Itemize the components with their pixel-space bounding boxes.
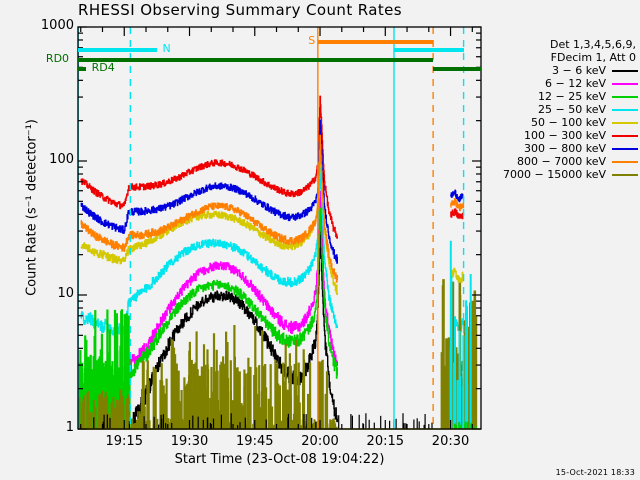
x-tick-label: 20:00 bbox=[301, 434, 339, 449]
plot-svg bbox=[77, 26, 482, 430]
data-series-50-100-kev bbox=[80, 148, 338, 295]
plot-area bbox=[77, 26, 482, 430]
legend-entries: 3 − 6 keV 6 − 12 keV 12 − 25 keV 25 − 50 ke… bbox=[484, 64, 638, 181]
legend-entry: 7000 − 15000 keV bbox=[484, 168, 638, 181]
legend-entry: 800 − 7000 keV bbox=[484, 155, 638, 168]
data-series-800-7000-kev bbox=[450, 198, 465, 212]
y-tick-label: 1000 bbox=[40, 18, 74, 33]
legend-color-swatch bbox=[612, 147, 638, 150]
legend-entry: 6 − 12 keV bbox=[484, 77, 638, 90]
legend-entry-label: 100 − 300 keV bbox=[524, 129, 606, 142]
legend-entry-label: 800 − 7000 keV bbox=[517, 155, 606, 168]
saa-marker-label: S bbox=[308, 34, 316, 47]
rd4-marker-2 bbox=[433, 67, 481, 71]
night-marker bbox=[78, 48, 157, 52]
data-series-800-7000-kev bbox=[80, 134, 338, 283]
axis-frame bbox=[77, 26, 482, 430]
x-tick-label: 19:45 bbox=[236, 434, 274, 449]
legend-color-swatch bbox=[612, 160, 638, 163]
legend-entry-label: 7000 − 15000 keV bbox=[503, 168, 606, 181]
legend-entry-label: 25 − 50 keV bbox=[538, 103, 606, 116]
y-tick-label: 100 bbox=[49, 152, 74, 167]
legend-color-swatch bbox=[612, 108, 638, 111]
legend: Det 1,3,4,5,6,9, FDecim 1, Att 0 3 − 6 k… bbox=[484, 38, 638, 181]
rd0-marker bbox=[78, 58, 434, 62]
legend-entry-label: 300 − 800 keV bbox=[524, 142, 606, 155]
legend-entry-label: 50 − 100 keV bbox=[531, 116, 606, 129]
floor-spikes bbox=[93, 413, 475, 429]
y-tick-label: 10 bbox=[57, 286, 74, 301]
night-marker-2 bbox=[393, 48, 464, 52]
render-timestamp: 15-Oct-2021 18:33 bbox=[555, 468, 635, 477]
y-tick-label: 1 bbox=[65, 420, 74, 435]
legend-entry-label: 3 − 6 keV bbox=[552, 64, 606, 77]
data-series-6-12-kev bbox=[128, 190, 338, 370]
legend-color-swatch bbox=[612, 82, 638, 85]
legend-color-swatch bbox=[612, 121, 638, 124]
data-series-100-300-kev bbox=[80, 95, 338, 239]
legend-header-line2: FDecim 1, Att 0 bbox=[550, 51, 636, 64]
legend-entry-label: 6 − 12 keV bbox=[545, 77, 606, 90]
legend-entry: 25 − 50 keV bbox=[484, 103, 638, 116]
legend-color-swatch bbox=[612, 134, 638, 137]
data-series-100-300-kev bbox=[450, 208, 465, 220]
rd4-marker-label: RD4 bbox=[91, 61, 115, 74]
legend-entry: 12 − 25 keV bbox=[484, 90, 638, 103]
floor-spikes bbox=[164, 325, 310, 429]
night-marker-label: N bbox=[162, 42, 171, 55]
legend-header-line1: Det 1,3,4,5,6,9, bbox=[549, 38, 636, 51]
x-tick-label: 19:30 bbox=[170, 434, 209, 449]
chart-title: RHESSI Observing Summary Count Rates bbox=[78, 1, 402, 19]
x-tick-label: 20:15 bbox=[366, 434, 405, 449]
rd4-marker bbox=[78, 67, 87, 71]
legend-entry: 300 − 800 keV bbox=[484, 142, 638, 155]
legend-entry: 3 − 6 keV bbox=[484, 64, 638, 77]
legend-entry: 50 − 100 keV bbox=[484, 116, 638, 129]
data-series-300-800-kev bbox=[80, 119, 338, 264]
x-tick-label: 20:30 bbox=[431, 434, 470, 449]
legend-entry-label: 12 − 25 keV bbox=[538, 90, 606, 103]
x-axis-label: Start Time (23-Oct-08 19:04:22) bbox=[174, 452, 385, 467]
saa-marker bbox=[317, 40, 434, 44]
legend-color-swatch bbox=[612, 69, 638, 72]
legend-color-swatch bbox=[612, 173, 638, 176]
legend-entry: 100 − 300 keV bbox=[484, 129, 638, 142]
rd0-marker-label: RD0 bbox=[45, 52, 70, 65]
data-series-50-100-kev bbox=[450, 267, 465, 283]
x-tick-label: 19:15 bbox=[105, 434, 143, 449]
data-series-300-800-kev bbox=[450, 189, 465, 203]
legend-color-swatch bbox=[612, 95, 638, 98]
